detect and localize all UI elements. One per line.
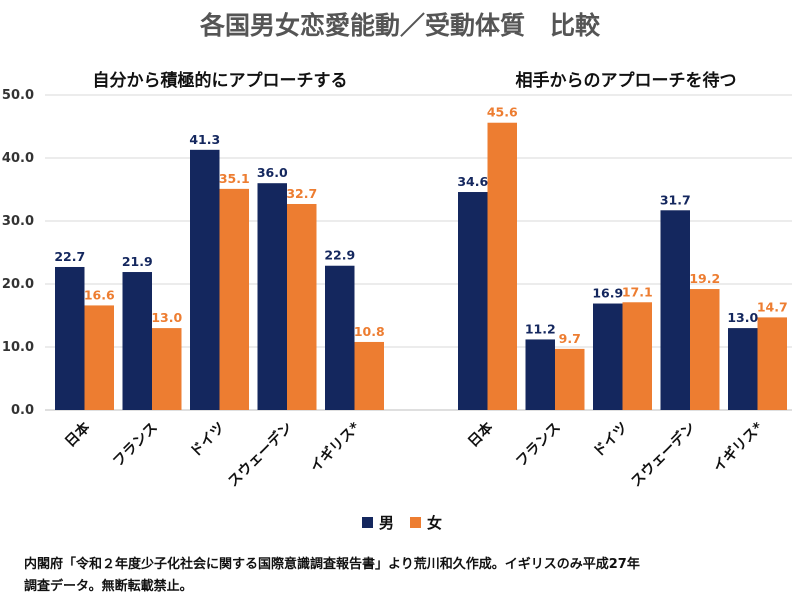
bars <box>55 122 787 410</box>
footnote-line-2: 調査データ。無断転載禁止。 <box>24 578 193 594</box>
footnote-line-1: 内閣府「令和２年度少子化社会に関する国際意識調査報告書」より荒川和久作成。イギリ… <box>24 556 640 572</box>
legend-swatch-female <box>410 517 421 528</box>
bar-female <box>219 188 249 410</box>
data-label: 16.9 <box>592 286 623 301</box>
legend-label-female: 女 <box>427 514 442 532</box>
bar-male <box>257 183 287 410</box>
bar-female <box>690 289 720 410</box>
bar-male <box>660 210 690 410</box>
bar-male <box>458 192 488 410</box>
category-label: フランス <box>110 420 161 471</box>
data-label: 17.1 <box>622 284 653 299</box>
category-label: イギリス* <box>710 418 767 475</box>
data-label: 19.2 <box>689 271 720 286</box>
panel-2-title: 相手からのアプローチを待つ <box>516 70 737 91</box>
category-label: 日本 <box>465 418 498 451</box>
data-label: 22.7 <box>54 249 85 264</box>
chart-title: 各国男女恋愛能動／受動体質 比較 <box>199 11 601 40</box>
bar-female <box>555 348 585 410</box>
category-label: ドイツ <box>187 420 228 461</box>
y-tick-label: 50.0 <box>2 88 34 103</box>
y-tick-label: 40.0 <box>2 151 34 166</box>
bar-female <box>622 302 652 410</box>
data-label: 10.8 <box>354 324 385 339</box>
data-label: 14.7 <box>757 299 788 314</box>
data-label: 16.6 <box>84 287 115 302</box>
bar-male <box>122 272 152 410</box>
bar-female <box>757 317 787 410</box>
legend-label-male: 男 <box>379 514 394 532</box>
bar-male <box>325 265 355 410</box>
legend: 男 女 <box>362 514 442 532</box>
data-label: 22.9 <box>324 248 355 263</box>
data-labels: 22.7 16.6 21.9 13.0 41.3 35.1 36.0 32.7 22.9 10.8… <box>54 105 787 346</box>
data-label: 11.2 <box>525 321 556 336</box>
y-tick-label: 0.0 <box>11 403 34 418</box>
y-tick-label: 10.0 <box>2 340 34 355</box>
data-label: 34.6 <box>457 174 488 189</box>
bar-male <box>593 303 623 410</box>
data-label: 9.7 <box>559 331 581 346</box>
bar-male <box>728 328 758 410</box>
bar-female <box>152 328 182 410</box>
data-label: 35.1 <box>219 171 250 186</box>
category-label: ドイツ <box>590 420 631 461</box>
bar-male <box>525 339 555 410</box>
y-tick-label: 30.0 <box>2 214 34 229</box>
data-label: 31.7 <box>660 192 691 207</box>
bar-male <box>190 149 220 410</box>
bar-female <box>84 305 114 410</box>
bar-male <box>55 266 85 410</box>
category-label: スウェーデン <box>224 419 295 490</box>
bar-female <box>354 341 384 410</box>
data-label: 32.7 <box>286 186 317 201</box>
category-label: 日本 <box>62 418 95 451</box>
data-label: 21.9 <box>122 254 153 269</box>
data-label: 36.0 <box>257 165 288 180</box>
legend-swatch-male <box>362 517 373 528</box>
bar-female <box>487 122 517 410</box>
data-label: 45.6 <box>487 105 518 120</box>
category-label: フランス <box>513 420 564 471</box>
category-label: イギリス* <box>307 418 364 475</box>
data-label: 13.0 <box>727 310 758 325</box>
category-label: スウェーデン <box>627 419 698 490</box>
data-label: 41.3 <box>189 132 220 147</box>
y-axis: 0.0 10.0 20.0 30.0 40.0 50.0 <box>2 88 34 418</box>
y-tick-label: 20.0 <box>2 277 34 292</box>
panel-1-title: 自分から積極的にアプローチする <box>93 70 348 91</box>
bar-female <box>287 203 317 410</box>
data-label: 13.0 <box>151 310 182 325</box>
